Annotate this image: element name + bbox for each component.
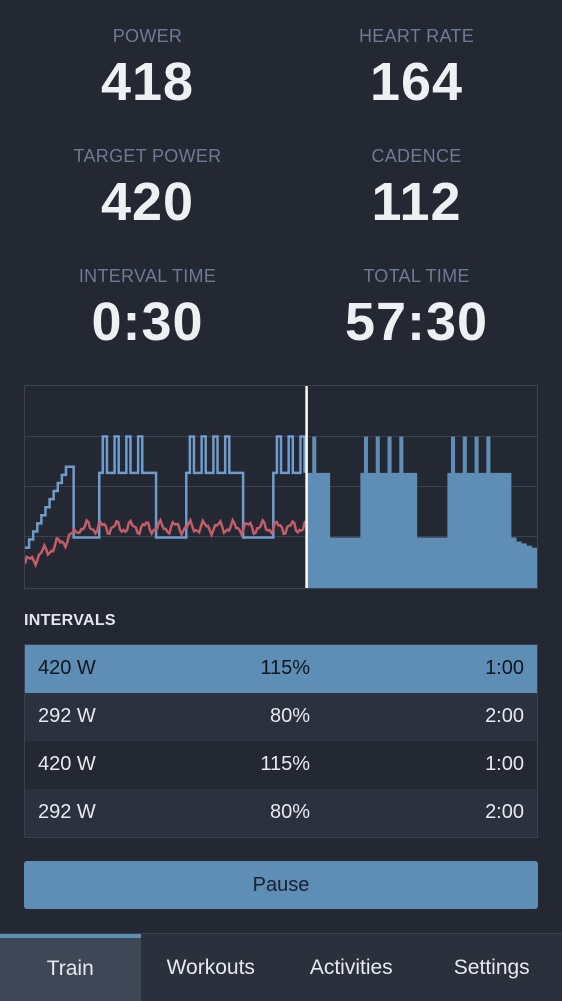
intervals-table: 420 W 115% 1:00 292 W 80% 2:00 420 W 115… — [24, 644, 538, 838]
interval-percent: 80% — [269, 801, 310, 823]
interval-row[interactable]: 292 W 80% 2:00 — [25, 789, 537, 837]
intervals-title: INTERVALS — [24, 612, 116, 629]
interval-percent: 115% — [260, 657, 310, 679]
pause-button[interactable]: Pause — [24, 861, 538, 909]
cadence-metric: CADENCE 112 — [276, 143, 557, 232]
tab-train[interactable]: Train — [0, 934, 141, 1001]
interval-duration: 1:00 — [485, 753, 524, 775]
cadence-value: 112 — [371, 172, 462, 232]
tab-workouts[interactable]: Workouts — [166, 956, 255, 979]
tab-settings[interactable]: Settings — [453, 956, 530, 979]
power-metric: POWER 418 — [7, 23, 288, 112]
interval-power: 292 W — [38, 705, 96, 727]
target-power-metric: TARGET POWER 420 — [7, 143, 288, 232]
workout-chart-svg — [25, 386, 537, 588]
tab-activities[interactable]: Activities — [309, 956, 393, 979]
total-time-metric: TOTAL TIME 57:30 — [276, 263, 557, 352]
interval-time-metric: INTERVAL TIME 0:30 — [7, 263, 288, 352]
interval-power: 420 W — [38, 753, 96, 775]
heart-rate-value: 164 — [369, 52, 464, 112]
ridden-power-line — [25, 435, 306, 549]
heart-rate-line — [25, 517, 308, 569]
interval-power: 420 W — [38, 657, 96, 679]
target-power-area — [306, 436, 537, 588]
interval-percent: 80% — [269, 705, 310, 727]
target-power-label: TARGET POWER — [73, 146, 222, 166]
total-time-value: 57:30 — [344, 292, 489, 352]
power-label: POWER — [112, 26, 183, 46]
interval-row[interactable]: 292 W 80% 2:00 — [25, 693, 537, 741]
heart-rate-label: HEART RATE — [358, 26, 475, 46]
target-power-value: 420 — [100, 172, 195, 232]
interval-duration: 1:00 — [485, 657, 524, 679]
interval-row[interactable]: 420 W 115% 1:00 — [25, 741, 537, 789]
interval-row-current[interactable]: 420 W 115% 1:00 — [25, 645, 537, 693]
workout-chart — [24, 385, 538, 589]
heart-rate-metric: HEART RATE 164 — [276, 23, 557, 112]
interval-duration: 2:00 — [485, 801, 524, 823]
interval-power: 292 W — [38, 801, 96, 823]
cadence-label: CADENCE — [371, 146, 462, 166]
total-time-label: TOTAL TIME — [363, 266, 470, 286]
bottom-tab-bar: Train Workouts Activities Settings — [0, 933, 562, 1001]
interval-percent: 115% — [260, 753, 310, 775]
interval-time-value: 0:30 — [91, 292, 204, 352]
power-value: 418 — [100, 52, 195, 112]
interval-time-label: INTERVAL TIME — [78, 266, 217, 286]
interval-duration: 2:00 — [485, 705, 524, 727]
metrics-panel: POWER 418 HEART RATE 164 TARGET POWER 42… — [0, 0, 562, 380]
